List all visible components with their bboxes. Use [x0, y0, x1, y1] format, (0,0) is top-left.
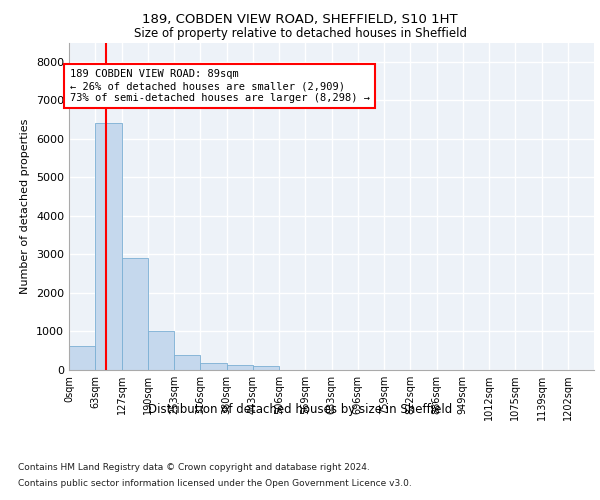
Bar	[69, 346, 95, 370]
Bar	[200, 362, 227, 370]
Bar	[227, 365, 253, 370]
Bar	[174, 356, 200, 370]
Text: Contains public sector information licensed under the Open Government Licence v3: Contains public sector information licen…	[18, 479, 412, 488]
Bar	[253, 366, 279, 370]
Text: Contains HM Land Registry data © Crown copyright and database right 2024.: Contains HM Land Registry data © Crown c…	[18, 462, 370, 471]
Bar	[148, 332, 174, 370]
Y-axis label: Number of detached properties: Number of detached properties	[20, 118, 31, 294]
Text: Distribution of detached houses by size in Sheffield: Distribution of detached houses by size …	[148, 402, 452, 415]
Bar	[95, 122, 121, 370]
Text: 189, COBDEN VIEW ROAD, SHEFFIELD, S10 1HT: 189, COBDEN VIEW ROAD, SHEFFIELD, S10 1H…	[142, 12, 458, 26]
Bar	[121, 258, 148, 370]
Text: Size of property relative to detached houses in Sheffield: Size of property relative to detached ho…	[133, 28, 467, 40]
Text: 189 COBDEN VIEW ROAD: 89sqm
← 26% of detached houses are smaller (2,909)
73% of : 189 COBDEN VIEW ROAD: 89sqm ← 26% of det…	[70, 70, 370, 102]
